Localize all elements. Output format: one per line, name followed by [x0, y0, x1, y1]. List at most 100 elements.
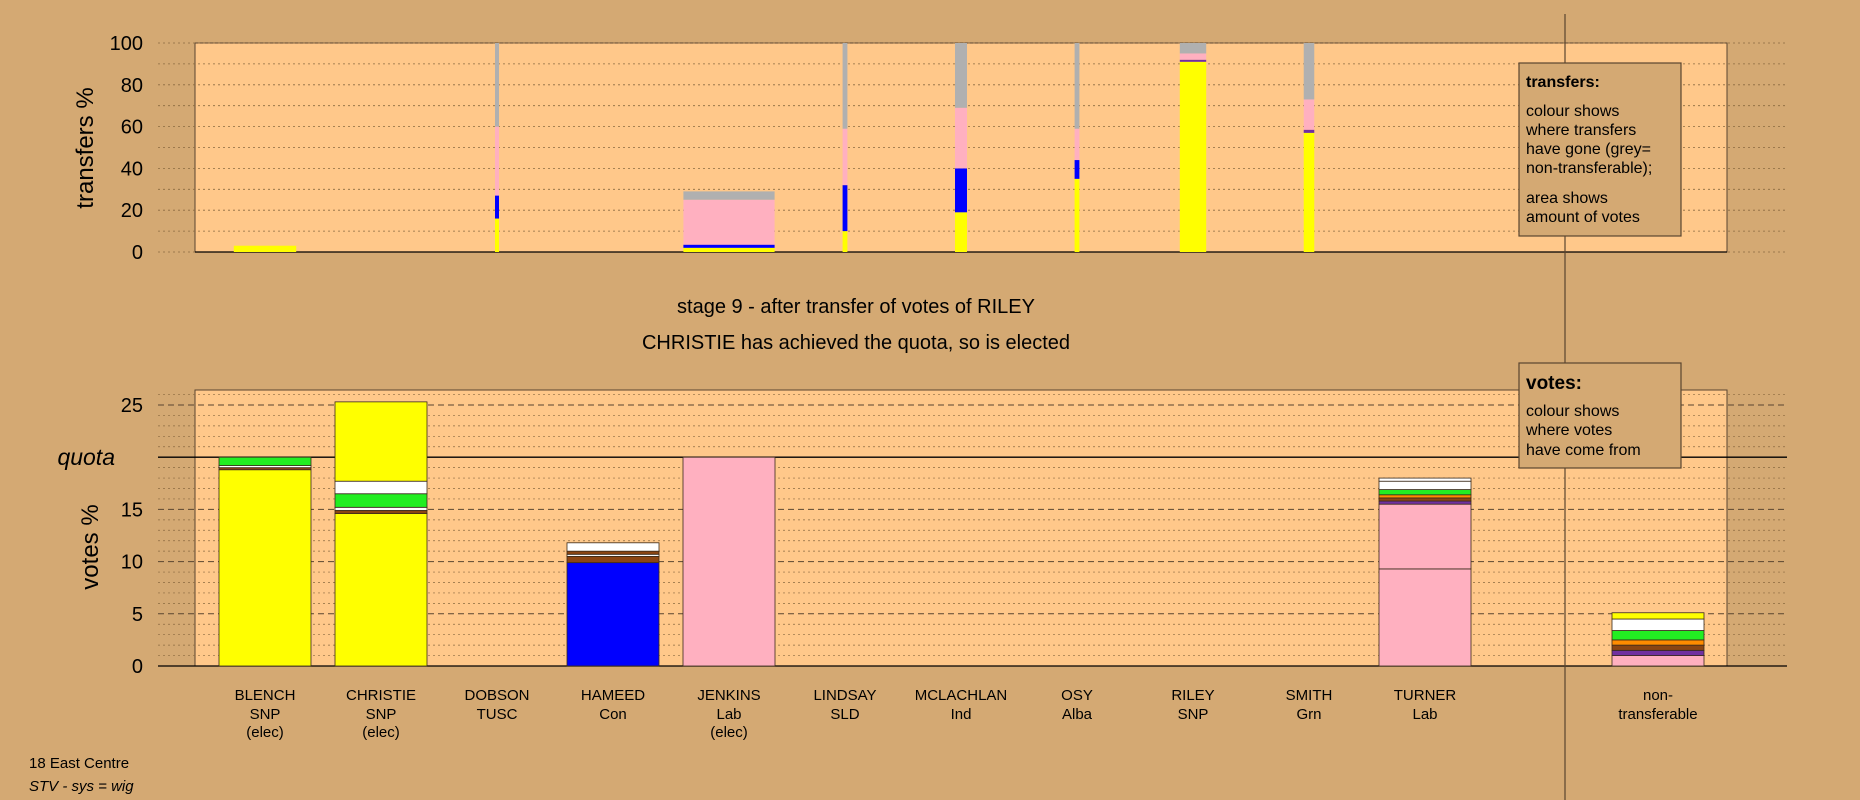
candidate-name-label: RILEY — [1171, 687, 1214, 704]
candidate-name-label: MCLACHLAN — [915, 687, 1008, 704]
transfer-bar-segment — [1179, 43, 1207, 54]
nontransferable-label: non- — [1643, 687, 1673, 704]
candidate-status-label: (elec) — [362, 724, 400, 741]
transfers-plot: 0 20 40 60 80 100 transfers % — [72, 33, 1787, 264]
votes-y-tick-label: 10 — [121, 552, 143, 574]
votes-y-tick-label: 0 — [132, 656, 143, 678]
candidate-party-label: Ind — [951, 706, 972, 723]
vote-bar-segment — [1378, 500, 1472, 505]
vote-bar-segment — [1611, 644, 1705, 651]
transfers-legend-line: amount of votes — [1526, 209, 1640, 226]
vote-bar-segment — [1611, 655, 1705, 667]
transfer-bar-segment — [1179, 61, 1207, 253]
candidate-name-label: BLENCH — [235, 687, 296, 704]
vote-bar-segment — [1378, 497, 1472, 502]
stage-subtitle: CHRISTIE has achieved the quota, so is e… — [642, 332, 1070, 354]
transfer-bar-segment — [1303, 129, 1315, 133]
transfer-bar-segment — [955, 168, 967, 213]
vote-bar-segment — [1611, 649, 1705, 656]
candidate-name-label: JENKINS — [697, 687, 760, 704]
vote-bar-segment — [1378, 494, 1472, 499]
transfer-bar-segment — [683, 191, 775, 200]
transfers-legend-line: non-transferable); — [1526, 160, 1652, 177]
transfer-bar-segment — [1074, 160, 1080, 179]
vote-bar-segment — [334, 493, 428, 508]
vote-bar-segment — [566, 555, 660, 564]
votes-y-tick-label: 15 — [121, 499, 143, 521]
transfers-y-tick-label: 100 — [110, 33, 143, 55]
vote-bar-segment — [1611, 639, 1705, 646]
candidate-party-label: SNP — [366, 706, 397, 723]
candidate-name-label: TURNER — [1394, 687, 1457, 704]
vote-bar-segment — [334, 506, 428, 511]
candidate-status-label: (elec) — [246, 724, 284, 741]
vote-bar-segment — [1378, 489, 1472, 496]
candidate-status-label: (elec) — [710, 724, 748, 741]
votes-legend-title: votes: — [1526, 373, 1582, 394]
candidate-party-label: SLD — [830, 706, 859, 723]
transfer-bar-segment — [683, 199, 775, 245]
candidate-name-label: DOBSON — [464, 687, 529, 704]
vote-bar-segment — [218, 469, 312, 667]
transfers-y-axis-label: transfers % — [72, 87, 99, 208]
candidate-name-label: CHRISTIE — [346, 687, 416, 704]
stage-title: stage 9 - after transfer of votes of RIL… — [677, 296, 1035, 318]
transfers-y-tick-label: 0 — [132, 242, 143, 264]
system-label: STV - sys = wig — [29, 778, 134, 795]
transfer-bar-segment — [955, 212, 967, 252]
transfer-bar-segment — [1179, 59, 1207, 62]
candidate-name-label: LINDSAY — [813, 687, 876, 704]
transfer-bar-segment — [842, 43, 848, 129]
candidate-name-label: SMITH — [1286, 687, 1333, 704]
transfer-bar-segment — [1303, 132, 1315, 252]
vote-bar-segment — [566, 542, 660, 552]
candidate-party-label: Grn — [1296, 706, 1321, 723]
votes-y-tick-label: 5 — [132, 604, 143, 626]
transfer-bar-segment — [955, 43, 967, 108]
transfer-bar-segment — [842, 185, 848, 232]
transfers-legend-line: where transfers — [1525, 122, 1636, 139]
vote-bar-segment — [334, 401, 428, 482]
transfers-legend-box — [1518, 62, 1682, 237]
transfers-y-tick-label: 40 — [121, 158, 143, 180]
transfer-bar-segment — [1074, 43, 1080, 129]
candidate-name-label: HAMEED — [581, 687, 645, 704]
candidate-party-label: Lab — [1412, 706, 1437, 723]
transfers-legend-line: have gone (grey= — [1526, 141, 1651, 158]
vote-bar-segment — [1378, 480, 1472, 490]
vote-bar-segment — [682, 456, 776, 667]
transfer-bar-segment — [1303, 43, 1315, 100]
transfer-bar-segment — [683, 247, 775, 252]
candidate-party-label: TUSC — [477, 706, 518, 723]
candidate-party-label: SNP — [250, 706, 281, 723]
transfer-bar-segment — [495, 43, 499, 127]
transfers-y-tick-label: 20 — [121, 200, 143, 222]
votes-legend-box — [1518, 362, 1682, 469]
vote-bar-segment — [218, 456, 312, 466]
transfer-bar-segment — [495, 218, 499, 252]
transfer-bar-segment — [842, 231, 848, 252]
vote-bar-segment — [334, 513, 428, 667]
transfer-bar-segment — [1179, 53, 1207, 60]
transfers-legend: transfers: colour shows where transfers … — [1518, 62, 1682, 237]
transfer-bar-segment — [842, 128, 848, 186]
nontransferable-label: transferable — [1618, 706, 1697, 723]
transfer-bar-segment — [683, 244, 775, 248]
transfer-bar-segment — [495, 126, 499, 196]
vote-bar-segment — [1611, 612, 1705, 620]
candidate-party-label: Lab — [716, 706, 741, 723]
candidate-name-label: OSY — [1061, 687, 1093, 704]
vote-bar-segment — [334, 480, 428, 495]
transfer-bar-segment — [1074, 128, 1080, 161]
quota-label: quota — [57, 444, 115, 470]
transfers-y-tick-label: 80 — [121, 75, 143, 97]
transfer-bar-segment — [495, 195, 499, 219]
votes-y-tick-label: 25 — [121, 395, 143, 417]
vote-bar-segment — [1378, 503, 1472, 570]
vote-bar-segment — [566, 550, 660, 555]
votes-legend-line: have come from — [1526, 442, 1641, 459]
candidate-party-label: Alba — [1062, 706, 1093, 723]
